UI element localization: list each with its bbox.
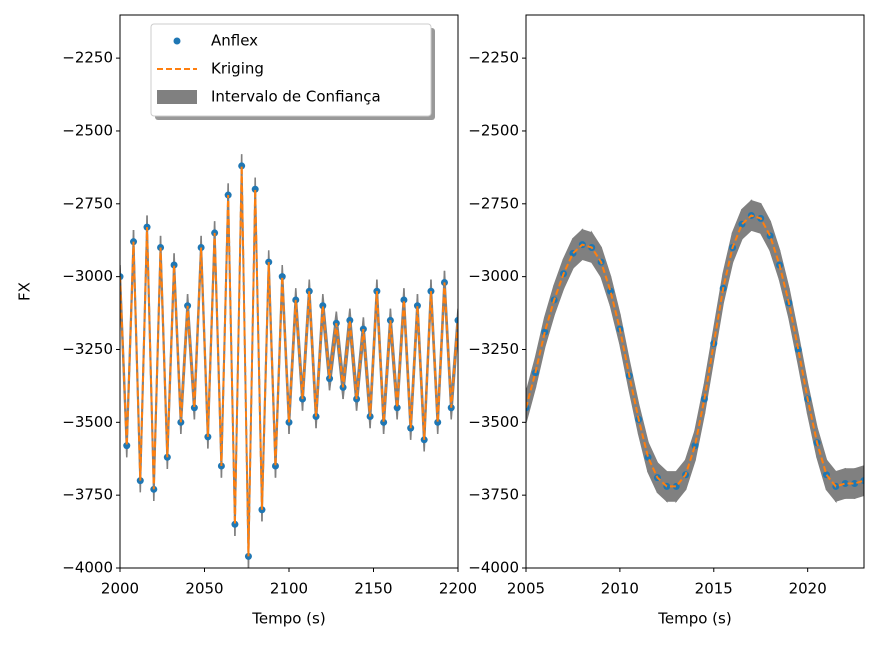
y-tick-label: −3500 bbox=[62, 413, 113, 431]
data-point bbox=[380, 418, 388, 426]
data-point bbox=[607, 287, 614, 295]
y-tick-label: −3250 bbox=[62, 340, 113, 358]
confidence-band bbox=[825, 458, 837, 504]
confidence-band bbox=[396, 288, 405, 420]
legend-marker bbox=[173, 37, 181, 45]
data-point bbox=[541, 328, 549, 336]
data-point bbox=[841, 480, 849, 488]
confidence-band bbox=[609, 276, 621, 344]
data-point bbox=[319, 302, 327, 310]
y-tick-label: −3500 bbox=[468, 413, 519, 431]
kriging-line bbox=[526, 214, 864, 488]
data-point bbox=[691, 442, 699, 450]
data-point bbox=[644, 453, 652, 461]
x-tick-label: 2015 bbox=[695, 580, 733, 598]
y-axis-label: FX bbox=[16, 282, 34, 301]
y-tick-label: −2250 bbox=[468, 49, 519, 67]
legend-label: Intervalo de Confiança bbox=[211, 88, 381, 106]
data-point bbox=[346, 316, 354, 324]
y-tick-label: −2500 bbox=[62, 121, 113, 139]
confidence-band bbox=[628, 360, 640, 435]
y-tick-label: −2750 bbox=[62, 194, 113, 212]
y-tick-label: −4000 bbox=[468, 559, 519, 577]
legend-box bbox=[150, 23, 432, 117]
x-tick-label: 2000 bbox=[101, 580, 139, 598]
legend: Anflex Kriging Intervalo de Confiança bbox=[150, 23, 435, 120]
data-point bbox=[123, 442, 131, 450]
y-tick-label: −2500 bbox=[468, 121, 519, 139]
confidence-band bbox=[656, 461, 668, 503]
confidence-band bbox=[234, 154, 243, 536]
x-tick-label: 2005 bbox=[507, 580, 545, 598]
data-point bbox=[251, 185, 259, 193]
x-tick-label: 2150 bbox=[354, 580, 392, 598]
y-tick-label: −3000 bbox=[468, 267, 519, 285]
x-tick-label: 2010 bbox=[601, 580, 639, 598]
confidence-band bbox=[741, 199, 753, 241]
x-axis-label: Tempo (s) bbox=[657, 610, 731, 628]
x-axis-label: Tempo (s) bbox=[251, 610, 325, 628]
data-point bbox=[278, 273, 286, 281]
plot-area: −4000 −3750 −3500 −3250 −3000 −2750 −2500 −2250… bbox=[16, 14, 477, 628]
confidence-band bbox=[562, 238, 574, 289]
data-point bbox=[170, 261, 178, 269]
data-point bbox=[454, 316, 458, 324]
x-tick-label: 2020 bbox=[789, 580, 827, 598]
x-tick-label: 2100 bbox=[270, 580, 308, 598]
data-point bbox=[231, 520, 239, 528]
data-layer bbox=[120, 154, 458, 568]
y-tick-label: −3000 bbox=[62, 267, 113, 285]
kriging-line bbox=[120, 165, 458, 557]
confidence-band bbox=[647, 442, 659, 493]
data-point bbox=[851, 480, 859, 488]
data-point bbox=[672, 482, 680, 490]
legend-label: Anflex bbox=[211, 32, 258, 50]
confidence-band bbox=[806, 384, 818, 458]
data-point bbox=[413, 302, 421, 310]
confidence-band bbox=[722, 232, 734, 304]
y-tick-label: −3250 bbox=[468, 340, 519, 358]
data-point bbox=[393, 404, 401, 412]
data-point bbox=[238, 162, 246, 170]
legend-label: Kriging bbox=[211, 60, 264, 78]
y-tick-label: −3750 bbox=[468, 486, 519, 504]
x-tick-label: 2200 bbox=[439, 580, 477, 598]
confidence-band bbox=[553, 258, 565, 315]
confidence-band bbox=[619, 314, 631, 391]
legend-marker bbox=[157, 90, 197, 104]
y-tick-label: −2750 bbox=[468, 194, 519, 212]
axes-frame bbox=[525, 14, 865, 569]
data-point bbox=[190, 404, 198, 412]
x-tick-label: 2050 bbox=[185, 580, 223, 598]
data-point bbox=[400, 296, 408, 304]
data-layer bbox=[526, 199, 864, 504]
y-tick-label: −2250 bbox=[62, 49, 113, 67]
y-tick-label: −3750 bbox=[62, 486, 113, 504]
data-point bbox=[794, 345, 802, 353]
plot-area: −4000 −3750 −3500 −3250 −3000 −2750 −2500 −2250… bbox=[468, 14, 865, 628]
data-point bbox=[271, 462, 279, 470]
data-point bbox=[434, 418, 442, 426]
confidence-band bbox=[159, 235, 169, 469]
confidence-band bbox=[572, 228, 584, 270]
y-tick-label: −4000 bbox=[62, 559, 113, 577]
